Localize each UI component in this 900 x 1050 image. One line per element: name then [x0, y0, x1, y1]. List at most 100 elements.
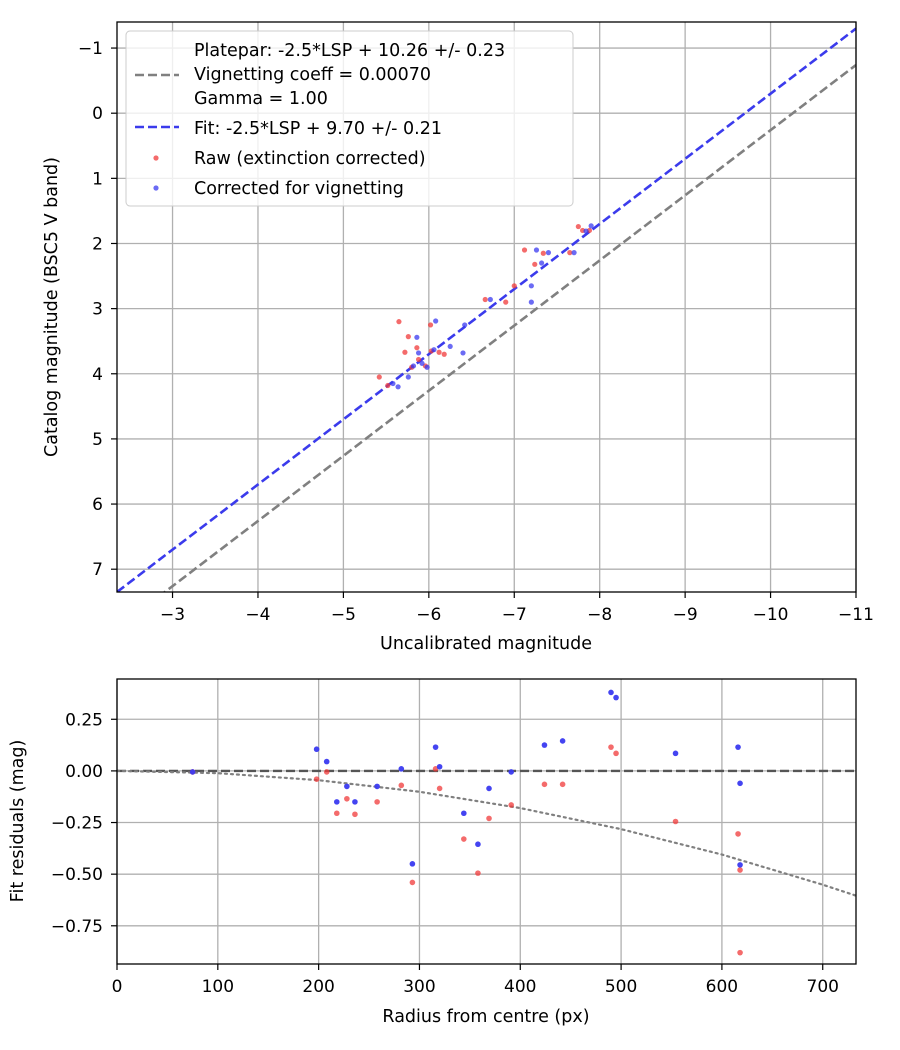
bottom-x-axis-label: Radius from centre (px)	[382, 1007, 589, 1027]
top-x-tick-label-2: −5	[331, 605, 356, 625]
bottom-raw-point-7	[398, 782, 405, 789]
bottom-raw-point-19	[672, 818, 679, 825]
top-raw-point-3	[402, 349, 408, 355]
bottom-corrected-point-13	[486, 785, 492, 792]
top-y-tick-label-6: 5	[92, 430, 103, 450]
top-raw-point-20	[575, 223, 581, 230]
legend-corrected-swatch	[153, 185, 159, 191]
top-corrected-point-4	[414, 334, 420, 340]
top-x-tick-label-6: −9	[673, 605, 698, 625]
bottom-x-tick-label-0: 0	[112, 977, 123, 997]
bottom-y-tick-label-2: −0.25	[51, 814, 103, 834]
bottom-corrected-point-22	[737, 862, 743, 868]
legend-raw-label: Raw (extinction corrected)	[194, 149, 426, 169]
bottom-raw-point-13	[486, 815, 492, 822]
top-x-tick-label-0: −3	[160, 605, 185, 625]
top-raw-point-16	[521, 247, 528, 253]
top-raw-point-19	[567, 250, 573, 256]
top-corrected-point-21	[588, 223, 594, 229]
bottom-corrected-point-10	[436, 763, 443, 770]
bottom-x-tick-label-7: 700	[807, 977, 839, 997]
top-x-tick-label-5: −8	[587, 605, 612, 625]
top-corrected-point-19	[571, 250, 577, 256]
bottom-raw-point-15	[541, 781, 548, 788]
top-y-tick-label-3: 2	[92, 234, 103, 254]
bottom-corrected-point-21	[737, 780, 743, 787]
bottom-corrected-point-4	[344, 783, 350, 790]
top-raw-point-6	[414, 345, 420, 351]
bottom-corrected-point-14	[508, 769, 515, 775]
bottom-x-tick-label-4: 400	[504, 977, 536, 997]
legend-platepar-line2: Vignetting coeff = 0.00070	[194, 65, 431, 85]
bottom-raw-point-17	[608, 744, 614, 750]
bottom-raw-point-5	[352, 811, 358, 818]
residuals-chart: 0 100 200 300 400 500 600 700 0.25 0.00 −0.25 −0.50…	[8, 678, 858, 1027]
bottom-corrected-point-3	[333, 799, 340, 805]
top-raw-point-7	[415, 356, 422, 363]
bottom-x-tick-label-3: 300	[403, 977, 435, 997]
bottom-raw-point-11	[461, 836, 467, 842]
bottom-raw-point-20	[735, 831, 741, 837]
top-corrected-point-13	[487, 296, 493, 303]
bottom-y-tick-label-1: 0.00	[65, 762, 103, 782]
top-raw-point-2	[396, 319, 402, 325]
top-raw-point-9	[427, 322, 434, 328]
bottom-corrected-point-16	[559, 738, 566, 744]
legend-box	[125, 30, 574, 207]
bottom-grid	[116, 679, 856, 964]
top-corrected-point-0	[390, 380, 396, 387]
top-corrected-point-11	[460, 350, 466, 356]
bottom-raw-point-10	[436, 785, 443, 792]
top-y-tick-label-8: 7	[92, 560, 103, 580]
bottom-corrected-point-1	[313, 746, 320, 753]
bottom-raw-point-4	[344, 795, 350, 802]
top-line-fit	[117, 27, 856, 592]
top-raw-point-18	[540, 250, 546, 256]
bottom-raw-point-16	[559, 781, 566, 788]
legend-platepar-line3: Gamma = 1.00	[194, 89, 328, 109]
bottom-raw-point-6	[374, 799, 380, 805]
top-x-tick-label-7: −10	[753, 605, 789, 625]
top-corrected-point-8	[431, 347, 437, 353]
top-fit-lines	[117, 27, 856, 592]
bottom-raw-point-14	[508, 802, 515, 808]
bottom-raw-point-21	[737, 867, 743, 873]
bottom-corrected-point-11	[461, 810, 467, 817]
bottom-corrected-point-5	[352, 799, 358, 805]
top-corrected-point-9	[433, 318, 439, 324]
top-corrected-point-14	[528, 283, 534, 289]
top-scatter-points	[376, 223, 594, 390]
bottom-corrected-point-12	[475, 841, 481, 848]
top-axes-frame	[116, 21, 857, 593]
top-corrected-point-1	[395, 384, 401, 390]
bottom-y-tick-label-3: −0.50	[51, 865, 103, 885]
bottom-corrected-point-7	[398, 766, 405, 772]
top-y-tick-label-5: 4	[92, 365, 103, 385]
top-y-tick-label-1: 0	[92, 104, 103, 124]
bottom-x-tick-label-6: 600	[706, 977, 738, 997]
top-corrected-point-10	[447, 343, 453, 350]
top-raw-point-1	[385, 382, 391, 389]
top-corrected-point-5	[415, 350, 422, 356]
bottom-corrected-point-9	[432, 744, 439, 750]
top-y-axis-label: Catalog magnitude (BSC5 V band)	[42, 157, 62, 457]
bottom-y-axis-label: Fit residuals (mag)	[8, 740, 28, 903]
top-raw-point-17	[532, 261, 538, 267]
bottom-axes-frame	[116, 678, 857, 965]
top-corrected-point-7	[424, 364, 430, 370]
bottom-y-tick-label-0: 0.25	[65, 710, 103, 730]
top-raw-point-13	[482, 296, 488, 303]
bottom-corrected-point-15	[541, 742, 548, 748]
bottom-corrected-point-18	[613, 694, 619, 701]
bottom-reference-lines	[115, 769, 858, 897]
bottom-corrected-point-17	[608, 689, 614, 696]
bottom-corrected-point-6	[374, 783, 380, 790]
bottom-corrected-point-2	[323, 758, 330, 765]
bottom-raw-point-12	[475, 870, 481, 876]
bottom-corrected-point-20	[735, 744, 741, 750]
top-x-tick-label-3: −6	[416, 605, 441, 625]
bottom-x-tick-label-1: 100	[202, 977, 234, 997]
legend: Platepar: -2.5*LSP + 10.26 +/- 0.23 Vign…	[125, 30, 574, 207]
bottom-corrected-point-0	[189, 769, 196, 775]
